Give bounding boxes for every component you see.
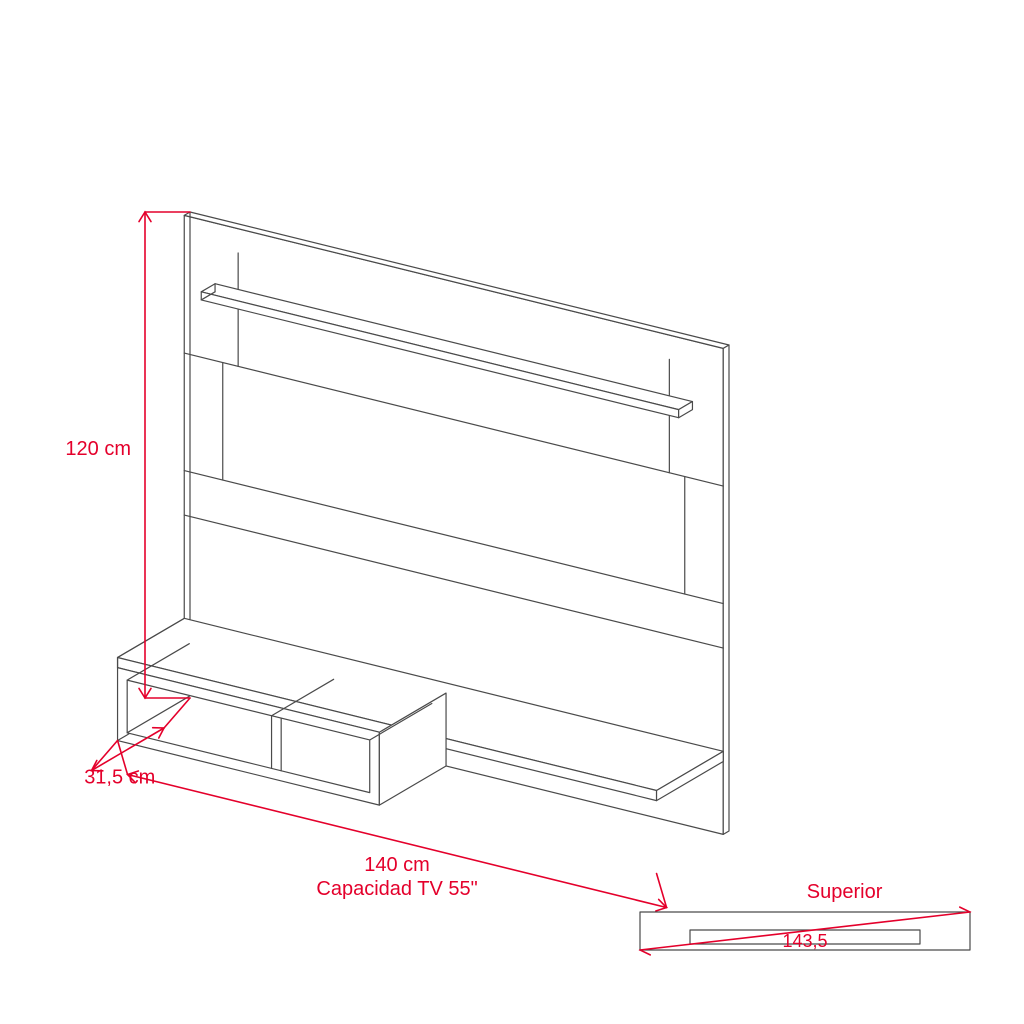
dim-capacity: Capacidad TV 55" [316,878,477,900]
dim-height: 120 cm [65,438,131,460]
dim-width: 140 cm [364,854,430,876]
top-view-title: Superior [807,881,883,903]
dim-depth: 31,5 cm [84,766,155,788]
dim-diagonal: 143,5 [782,931,827,951]
top-view: Superior 143,5 [640,881,970,951]
tv-panel-isometric [118,212,729,834]
